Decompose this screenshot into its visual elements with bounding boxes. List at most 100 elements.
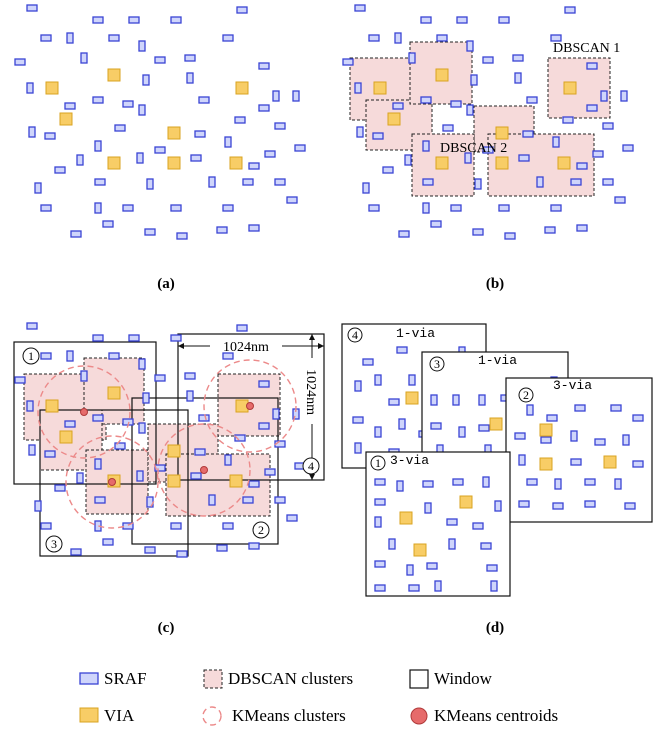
sraf-mark	[632, 414, 644, 422]
sraf-mark	[258, 422, 270, 430]
sraf-mark	[286, 514, 298, 522]
svg-text:SRAF: SRAF	[104, 669, 147, 688]
sraf-mark	[92, 16, 104, 24]
sraf-mark	[600, 90, 608, 102]
sraf-mark	[216, 544, 228, 552]
sraf-mark	[198, 414, 210, 422]
svg-text:3: 3	[434, 357, 440, 371]
sraf-mark	[374, 584, 386, 592]
window-number-2: 2	[252, 521, 270, 539]
sraf-mark	[40, 204, 52, 212]
via-mark	[603, 455, 617, 469]
sraf-mark	[544, 226, 556, 234]
sraf-mark	[76, 472, 84, 484]
via-mark	[435, 156, 449, 170]
via-mark	[167, 126, 181, 140]
sraf-mark	[396, 346, 408, 354]
sraf-mark	[154, 374, 166, 382]
sraf-mark	[514, 432, 526, 440]
sraf-mark	[14, 58, 26, 66]
sraf-mark	[70, 548, 82, 556]
sraf-mark	[184, 54, 196, 62]
sraf-mark	[540, 436, 552, 444]
svg-text:KMeans clusters: KMeans clusters	[232, 706, 346, 725]
svg-text:1: 1	[28, 349, 34, 363]
sraf-mark	[472, 522, 484, 530]
sraf-mark	[518, 500, 530, 508]
kmeans-cluster	[37, 365, 131, 459]
kmeans-centroid	[200, 466, 208, 474]
sraf-mark	[222, 352, 234, 360]
sraf-mark	[222, 34, 234, 42]
sraf-mark	[54, 484, 66, 492]
sraf-mark	[294, 144, 306, 152]
sraf-mark	[424, 502, 432, 514]
panel-a	[14, 4, 306, 240]
kmeans-centroid	[80, 408, 88, 416]
sraf-mark	[470, 74, 478, 86]
via-mark	[235, 81, 249, 95]
window-number-4: 4	[302, 457, 320, 475]
sraf-mark	[388, 538, 396, 550]
sraf-mark	[408, 52, 416, 64]
sraf-mark	[342, 58, 354, 66]
panel-c-kmeans	[37, 359, 297, 529]
via-mark	[229, 156, 243, 170]
sraf-mark	[236, 324, 248, 332]
sraf-mark	[66, 32, 74, 44]
sraf-mark	[430, 422, 442, 430]
legend-window: Window	[409, 669, 493, 689]
window-1-crop: 1 3-via	[365, 451, 511, 597]
sraf-mark	[422, 178, 434, 186]
sraf-mark	[464, 152, 472, 164]
sraf-mark	[44, 132, 56, 140]
sraf-mark	[504, 232, 516, 240]
sraf-mark	[234, 434, 246, 442]
sraf-mark	[478, 394, 486, 406]
window-4-via-count: 1-via	[396, 326, 435, 341]
sraf-mark	[92, 414, 104, 422]
sraf-mark	[34, 182, 42, 194]
sraf-mark	[128, 334, 140, 342]
sraf-mark	[478, 424, 490, 432]
sraf-mark	[286, 196, 298, 204]
sraf-mark	[374, 498, 386, 506]
sraf-mark	[602, 178, 614, 186]
via-mark	[167, 156, 181, 170]
sraf-mark	[144, 228, 156, 236]
sraf-mark	[274, 122, 286, 130]
sraf-mark	[34, 500, 42, 512]
sraf-mark	[40, 34, 52, 42]
via-mark	[563, 81, 577, 95]
via-mark	[539, 423, 553, 437]
sraf-mark	[114, 124, 126, 132]
panel-d: 4 1-via 3 1-via 2 3-via 1 3-via	[341, 323, 653, 597]
svg-text:4: 4	[308, 459, 314, 473]
sraf-mark	[136, 470, 144, 482]
sraf-mark	[40, 522, 52, 530]
via-mark	[495, 156, 509, 170]
via-mark	[59, 112, 73, 126]
sraf-mark	[456, 16, 468, 24]
sraf-mark	[292, 90, 300, 102]
sraf-mark	[620, 90, 628, 102]
sraf-mark	[354, 82, 362, 94]
sraf-mark	[236, 6, 248, 14]
sraf-mark	[388, 398, 400, 406]
sraf-mark	[208, 176, 216, 188]
svg-text:DBSCAN clusters: DBSCAN clusters	[228, 669, 353, 688]
sraf-mark	[614, 478, 622, 490]
sraf-mark	[138, 358, 146, 370]
sraf-mark	[564, 6, 576, 14]
sraf-mark	[426, 562, 438, 570]
via-mark	[45, 81, 59, 95]
svg-text:Window: Window	[434, 669, 493, 688]
via-mark	[167, 474, 181, 488]
sraf-mark	[570, 458, 582, 466]
via-mark	[459, 495, 473, 509]
sraf-mark	[430, 394, 438, 406]
sraf-mark	[272, 90, 280, 102]
legend-centroid: KMeans centroids	[410, 706, 558, 725]
svg-text:3: 3	[51, 537, 57, 551]
